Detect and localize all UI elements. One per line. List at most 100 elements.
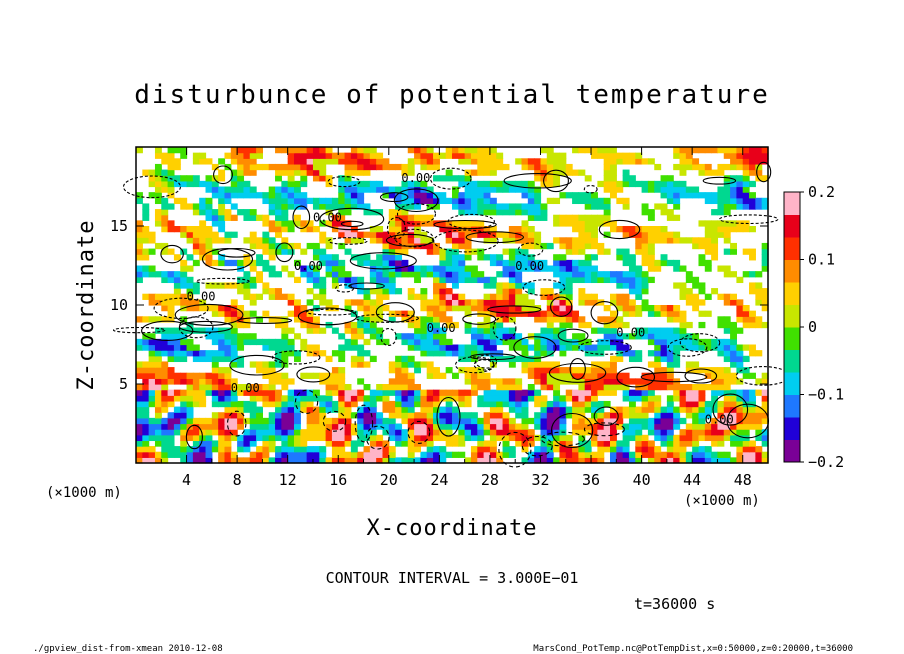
field-cell [426,327,434,334]
field-cell [173,423,181,430]
field-cell [749,417,756,425]
field-cell [452,186,459,193]
contour-line [354,404,374,443]
field-cell [723,316,731,323]
field-cell [388,361,396,368]
field-cell [717,226,725,233]
field-cell [553,417,561,425]
field-cell [369,451,377,458]
field-cell [180,293,188,300]
field-cell [698,412,706,419]
field-cell [692,293,700,300]
field-cell [161,209,169,216]
field-cell [565,299,573,306]
field-cell [445,417,453,425]
field-cell [420,423,428,430]
field-cell [603,321,611,329]
field-cell [736,276,744,284]
field-cell [357,186,365,193]
field-cell [369,259,377,267]
field-cell [635,310,643,317]
field-cell [395,237,403,244]
field-cell [344,209,352,216]
field-cell [338,203,346,210]
field-cell [268,248,276,255]
field-cell [654,367,662,374]
field-cell [603,440,611,447]
field-cell [294,434,301,442]
field-cell [344,451,352,458]
field-cell [603,197,611,205]
field-cell [673,259,681,267]
field-cell [325,299,333,306]
field-cell [666,361,674,368]
field-cell [685,457,693,464]
field-cell [470,231,478,238]
field-cell [401,163,409,171]
field-cell [136,237,143,244]
field-cell [331,434,339,442]
field-cell [635,350,643,357]
x-tick-label: 16 [329,471,347,489]
field-cell [464,429,472,436]
field-cell [578,226,586,233]
field-cell [464,254,472,261]
field-cell [167,327,175,334]
field-cell [161,214,169,221]
field-cell [186,417,194,425]
field-cell [755,406,763,413]
field-cell [508,344,516,351]
field-cell [616,293,624,300]
field-cell [698,299,706,306]
field-cell [508,355,516,363]
field-cell [161,220,169,227]
field-cell [698,259,706,267]
field-cell [312,316,320,323]
field-cell [603,203,611,210]
field-cell [660,457,668,464]
field-cell [534,265,542,272]
field-cell [275,389,282,396]
field-cell [489,400,497,408]
field-cell [180,147,188,154]
field-cell [508,288,516,295]
field-cell [477,271,485,278]
field-cell [414,400,421,408]
field-cell [338,175,346,182]
field-cell [300,175,308,182]
contour-label: 0.00 [401,171,430,185]
field-cell [300,440,308,447]
field-cell [230,355,238,363]
field-cell [420,197,428,205]
field-cell [401,271,409,278]
field-cell [426,417,434,425]
field-cell [376,440,384,447]
field-cell [230,203,238,210]
field-cell [350,451,358,458]
field-cell [205,175,213,182]
field-cell [294,395,301,402]
field-cell [186,226,194,233]
field-cell [161,305,169,312]
field-cell [344,395,352,402]
field-cell [603,378,611,385]
contour-line [375,302,415,323]
field-cell [508,338,516,346]
field-cell [477,163,485,171]
field-cell [287,429,295,436]
field-cell [489,412,497,419]
field-cell [515,186,523,193]
field-cell [534,175,542,182]
field-cell [420,305,428,312]
field-cell [136,395,143,402]
plot-area: 0.000.000.000.000.000.000.000.000.00 [112,146,790,468]
field-cell [496,254,504,261]
field-cell [521,406,529,413]
field-cell [287,338,295,346]
field-cell [357,158,365,165]
field-cell [736,378,744,385]
field-cell [192,180,200,188]
field-cell [268,417,276,425]
field-cell [306,265,314,272]
field-cell [331,226,339,233]
